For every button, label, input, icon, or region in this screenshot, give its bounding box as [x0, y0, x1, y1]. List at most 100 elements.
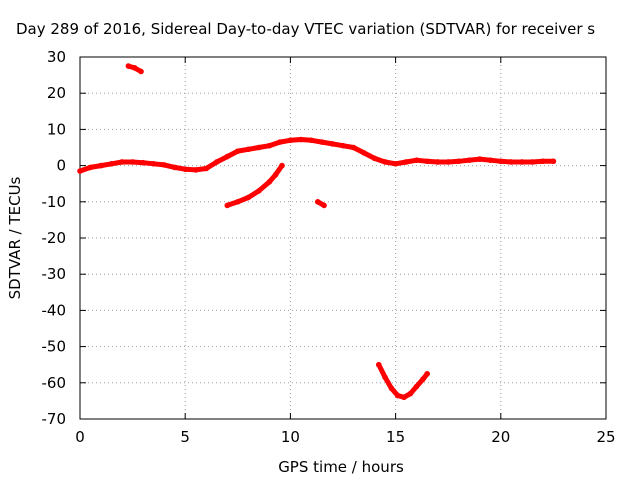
data-point	[308, 137, 315, 144]
data-point	[266, 142, 273, 149]
data-point	[224, 153, 231, 160]
data-point	[487, 157, 494, 163]
series-cluster-upper	[125, 63, 144, 75]
data-point	[150, 160, 157, 167]
x-tick-label: 5	[180, 428, 190, 446]
y-tick-label: -50	[42, 338, 67, 356]
chart-title: Day 289 of 2016, Sidereal Day-to-day VTE…	[16, 20, 595, 38]
data-point	[445, 159, 452, 165]
plot-frame	[79, 56, 607, 420]
data-point	[394, 392, 401, 399]
y-tick-label: 20	[47, 84, 66, 102]
series-line	[224, 163, 285, 208]
data-point	[424, 370, 430, 377]
data-point	[434, 159, 441, 165]
series-line	[376, 362, 430, 400]
data-point	[413, 383, 420, 390]
data-point	[382, 159, 388, 165]
axis-ticks: 0 5 10 15 20 25 30 20 10 0 -10 -20 -30 -40 -50 -60 -70	[42, 48, 616, 446]
data-point	[529, 159, 536, 165]
series-u-curve	[375, 361, 430, 401]
data-point	[424, 158, 430, 165]
data-point	[279, 162, 285, 169]
data-point	[407, 390, 414, 397]
data-point	[340, 142, 346, 149]
data-point	[140, 159, 146, 166]
data-point	[371, 155, 378, 162]
data-point	[403, 159, 409, 165]
data-point	[272, 171, 279, 178]
data-point	[392, 160, 399, 167]
series-rising-arc	[224, 162, 285, 209]
data-point	[224, 202, 231, 209]
y-tick-label: -70	[42, 410, 67, 428]
data-point	[498, 158, 504, 165]
data-point	[413, 157, 420, 163]
data-point	[476, 156, 483, 162]
x-tick-label: 20	[491, 428, 510, 446]
data-point	[161, 162, 167, 168]
y-tick-label: -30	[42, 265, 67, 283]
data-series	[77, 63, 557, 401]
data-point	[466, 157, 473, 163]
data-point	[182, 166, 188, 173]
data-point	[213, 159, 220, 165]
data-point	[256, 188, 262, 194]
y-tick-label: -60	[42, 374, 67, 392]
y-axis-label: SDTVAR / TECUs	[6, 176, 24, 299]
data-point	[235, 199, 241, 205]
y-tick-label: -40	[42, 301, 67, 319]
data-point	[287, 137, 294, 144]
data-point	[171, 164, 178, 171]
data-point	[375, 361, 382, 368]
data-point	[87, 164, 94, 171]
data-point	[256, 144, 262, 151]
data-point	[235, 148, 241, 154]
y-tick-label: 0	[56, 157, 66, 175]
data-point	[245, 146, 252, 153]
data-point	[108, 160, 115, 167]
data-point	[319, 139, 325, 145]
data-point	[321, 202, 327, 209]
data-point	[540, 158, 546, 165]
data-point	[350, 144, 357, 151]
series-main-track	[77, 136, 557, 174]
data-point	[266, 179, 273, 185]
data-point	[329, 141, 336, 147]
y-tick-label: 30	[47, 48, 66, 66]
data-point	[203, 165, 210, 172]
data-point	[77, 168, 83, 174]
grid	[80, 57, 606, 419]
data-point	[455, 158, 462, 165]
y-tick-label: 10	[47, 120, 66, 138]
data-point	[119, 159, 125, 165]
data-point	[519, 159, 525, 165]
data-point	[245, 194, 252, 201]
x-tick-label: 0	[75, 428, 85, 446]
x-tick-label: 10	[281, 428, 300, 446]
data-point	[420, 376, 426, 382]
y-tick-label: -10	[42, 193, 67, 211]
data-point	[550, 158, 557, 165]
y-tick-label: -20	[42, 229, 67, 247]
data-point	[277, 139, 283, 145]
data-point	[131, 65, 138, 71]
data-point	[382, 374, 388, 381]
data-point	[298, 136, 304, 143]
data-point	[508, 159, 515, 165]
data-point	[361, 150, 367, 156]
data-point	[192, 167, 199, 173]
series-cluster-mid	[314, 199, 327, 209]
x-axis-label: GPS time / hours	[278, 458, 404, 476]
data-point	[129, 159, 136, 165]
data-point	[125, 63, 132, 69]
data-point	[388, 385, 395, 392]
x-tick-label: 15	[386, 428, 405, 446]
data-point	[314, 199, 321, 205]
data-point	[138, 68, 144, 75]
data-point	[98, 162, 104, 169]
data-point	[401, 394, 407, 401]
x-tick-label: 25	[596, 428, 615, 446]
series-line	[77, 137, 556, 174]
